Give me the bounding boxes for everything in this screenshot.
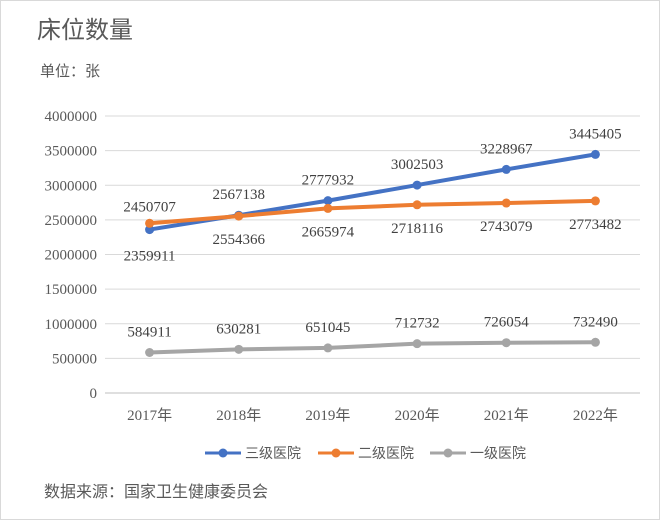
source-label: 数据来源：国家卫生健康委员会 bbox=[44, 482, 269, 501]
data-label: 2777932 bbox=[302, 173, 355, 189]
legend-marker bbox=[331, 448, 341, 458]
y-tick-label: 4000000 bbox=[45, 109, 98, 125]
data-label: 3228967 bbox=[480, 141, 533, 157]
data-point bbox=[412, 200, 422, 210]
legend-marker bbox=[218, 448, 228, 458]
data-label: 3445405 bbox=[569, 126, 622, 142]
data-label: 2718116 bbox=[391, 221, 443, 237]
legend-label: 三级医院 bbox=[245, 446, 301, 462]
x-tick-label: 2018年 bbox=[216, 407, 261, 424]
y-tick-label: 1000000 bbox=[45, 317, 98, 333]
data-point bbox=[412, 339, 422, 349]
data-point bbox=[323, 196, 333, 206]
data-label: 2567138 bbox=[213, 187, 266, 203]
data-label: 726054 bbox=[484, 315, 530, 331]
y-tick-label: 0 bbox=[90, 386, 98, 402]
x-tick-label: 2019年 bbox=[305, 407, 350, 424]
legend-marker bbox=[443, 448, 453, 458]
data-label: 2359911 bbox=[124, 249, 176, 265]
y-tick-label: 3000000 bbox=[45, 178, 98, 194]
unit-label: 单位：张 bbox=[40, 62, 101, 80]
data-point bbox=[145, 347, 155, 357]
data-label: 2665974 bbox=[302, 224, 355, 240]
data-point bbox=[590, 196, 600, 206]
data-label: 651045 bbox=[305, 320, 350, 336]
data-label: 584911 bbox=[127, 324, 171, 340]
x-tick-label: 2022年 bbox=[573, 407, 618, 424]
series-line-2 bbox=[147, 340, 598, 355]
data-point bbox=[590, 149, 600, 159]
x-tick-label: 2021年 bbox=[484, 407, 529, 424]
data-point bbox=[234, 211, 244, 221]
y-tick-label: 1500000 bbox=[45, 282, 98, 298]
data-point bbox=[145, 225, 155, 235]
data-label: 2773482 bbox=[569, 217, 622, 233]
y-tick-label: 2000000 bbox=[45, 248, 98, 264]
x-tick-label: 2017年 bbox=[127, 407, 172, 424]
data-point bbox=[501, 164, 511, 174]
data-point bbox=[323, 343, 333, 353]
data-label: 712732 bbox=[395, 316, 440, 332]
data-point bbox=[501, 198, 511, 208]
y-tick-label: 2500000 bbox=[45, 213, 98, 229]
data-point bbox=[234, 344, 244, 354]
data-label: 2743079 bbox=[480, 219, 533, 235]
data-label: 630281 bbox=[216, 321, 261, 337]
legend-label: 二级医院 bbox=[358, 446, 414, 462]
series-line-1 bbox=[147, 198, 598, 226]
data-label: 732490 bbox=[573, 314, 618, 330]
chart-title: 床位数量 bbox=[37, 16, 133, 44]
data-point bbox=[145, 218, 155, 228]
x-tick-label: 2020年 bbox=[395, 407, 440, 424]
data-label: 2554366 bbox=[213, 232, 266, 248]
y-tick-label: 3500000 bbox=[45, 144, 98, 160]
data-point bbox=[590, 337, 600, 347]
data-label: 2450707 bbox=[123, 199, 176, 215]
data-point bbox=[501, 338, 511, 348]
y-tick-label: 500000 bbox=[52, 351, 97, 367]
data-point bbox=[412, 180, 422, 190]
data-point bbox=[323, 203, 333, 213]
legend-label: 一级医院 bbox=[470, 446, 526, 462]
data-label: 3002503 bbox=[391, 157, 444, 173]
